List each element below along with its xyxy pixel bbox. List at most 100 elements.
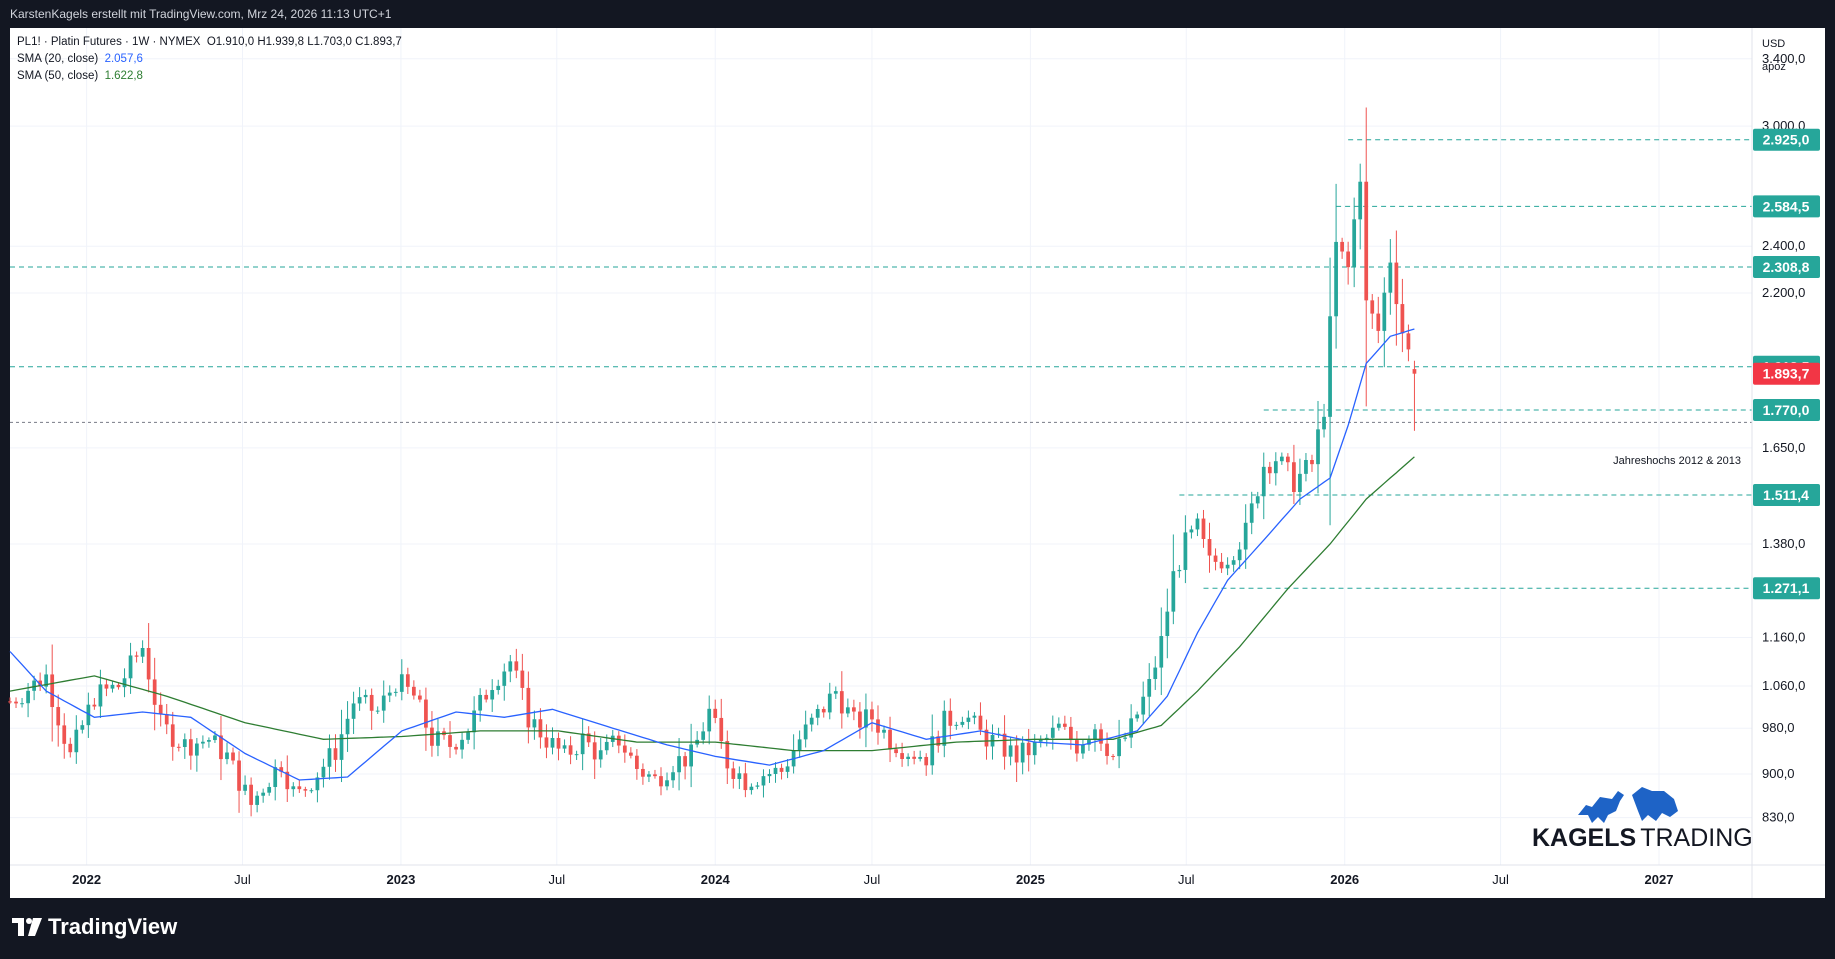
- candle[interactable]: [1026, 728, 1031, 772]
- candle[interactable]: [110, 681, 115, 693]
- candle[interactable]: [665, 772, 669, 791]
- candle[interactable]: [653, 769, 657, 779]
- candle[interactable]: [1400, 278, 1405, 353]
- candle[interactable]: [424, 687, 428, 751]
- candle[interactable]: [1129, 704, 1134, 749]
- candle[interactable]: [237, 751, 241, 813]
- candle[interactable]: [1147, 663, 1152, 717]
- candle[interactable]: [369, 688, 374, 730]
- candle[interactable]: [1346, 241, 1351, 285]
- candles[interactable]: [8, 107, 1417, 817]
- candle[interactable]: [1316, 400, 1320, 494]
- candle[interactable]: [1002, 715, 1007, 770]
- candle[interactable]: [496, 679, 501, 695]
- chart-panel[interactable]: [10, 28, 1825, 898]
- candle[interactable]: [1279, 452, 1284, 465]
- candle[interactable]: [1141, 681, 1146, 724]
- candle[interactable]: [1388, 239, 1393, 315]
- candle[interactable]: [1183, 515, 1188, 584]
- candle[interactable]: [1105, 732, 1109, 765]
- candle[interactable]: [1219, 552, 1224, 573]
- candle[interactable]: [900, 742, 904, 767]
- candle[interactable]: [466, 728, 470, 744]
- candle[interactable]: [707, 695, 712, 745]
- candle[interactable]: [1304, 453, 1308, 482]
- candle[interactable]: [1207, 522, 1212, 573]
- candle[interactable]: [1111, 754, 1115, 761]
- candle[interactable]: [472, 696, 477, 750]
- candle[interactable]: [291, 782, 296, 797]
- candle[interactable]: [411, 680, 416, 700]
- candle[interactable]: [116, 682, 121, 690]
- candle[interactable]: [164, 703, 169, 735]
- candle[interactable]: [56, 694, 61, 747]
- candle[interactable]: [1231, 556, 1236, 572]
- candle[interactable]: [743, 762, 748, 798]
- candle[interactable]: [984, 719, 989, 760]
- legend-symbol[interactable]: PL1! · Platin Futures · 1W · NYMEX: [17, 36, 201, 48]
- candle[interactable]: [1364, 107, 1369, 407]
- candle[interactable]: [1352, 197, 1357, 288]
- candle[interactable]: [532, 710, 537, 740]
- candle[interactable]: [773, 762, 778, 783]
- candle[interactable]: [978, 702, 983, 736]
- candle[interactable]: [954, 721, 959, 730]
- candle[interactable]: [128, 642, 133, 694]
- candle[interactable]: [1213, 548, 1218, 571]
- candle[interactable]: [556, 732, 561, 761]
- candle[interactable]: [767, 769, 772, 783]
- candle[interactable]: [478, 688, 483, 722]
- candle[interactable]: [689, 723, 693, 788]
- candle[interactable]: [894, 743, 898, 758]
- candle[interactable]: [628, 747, 633, 759]
- candle[interactable]: [460, 731, 464, 759]
- candle[interactable]: [50, 644, 55, 742]
- candle[interactable]: [966, 710, 971, 730]
- candle[interactable]: [568, 736, 573, 765]
- candle[interactable]: [62, 713, 67, 759]
- candle[interactable]: [1195, 513, 1200, 537]
- candle[interactable]: [38, 672, 43, 691]
- candle[interactable]: [1020, 736, 1025, 775]
- candle[interactable]: [1237, 542, 1242, 570]
- candle[interactable]: [761, 769, 766, 798]
- candle[interactable]: [92, 697, 97, 710]
- candle[interactable]: [231, 747, 235, 765]
- candle[interactable]: [972, 712, 977, 725]
- candle[interactable]: [671, 765, 675, 788]
- candle[interactable]: [32, 675, 36, 701]
- candle[interactable]: [622, 734, 627, 763]
- candle[interactable]: [1044, 734, 1049, 747]
- candle[interactable]: [1298, 458, 1302, 505]
- candle[interactable]: [146, 623, 151, 693]
- candle[interactable]: [616, 731, 621, 754]
- candle[interactable]: [375, 706, 380, 714]
- candle[interactable]: [176, 743, 181, 752]
- candle[interactable]: [550, 727, 555, 755]
- candle[interactable]: [924, 753, 929, 776]
- candle[interactable]: [170, 711, 175, 761]
- candle[interactable]: [182, 733, 187, 759]
- candle[interactable]: [942, 700, 947, 758]
- candle[interactable]: [882, 725, 886, 739]
- candle[interactable]: [852, 699, 856, 721]
- candle[interactable]: [1177, 565, 1182, 578]
- candle[interactable]: [194, 737, 199, 772]
- candle[interactable]: [1310, 454, 1314, 472]
- candle[interactable]: [1153, 656, 1158, 690]
- candle[interactable]: [333, 734, 338, 772]
- candle[interactable]: [948, 698, 953, 740]
- candle[interactable]: [14, 697, 18, 709]
- candle[interactable]: [122, 668, 127, 698]
- candle[interactable]: [1225, 557, 1230, 576]
- candle[interactable]: [484, 689, 489, 703]
- candle[interactable]: [701, 722, 706, 745]
- candle[interactable]: [1328, 257, 1332, 526]
- candle[interactable]: [393, 688, 398, 697]
- candle[interactable]: [273, 759, 278, 801]
- candle[interactable]: [1189, 525, 1194, 539]
- price-scale[interactable]: 3.400,03.000,02.400,02.200,01.650,01.380…: [1762, 51, 1805, 825]
- candle[interactable]: [641, 763, 645, 785]
- candle[interactable]: [357, 687, 362, 711]
